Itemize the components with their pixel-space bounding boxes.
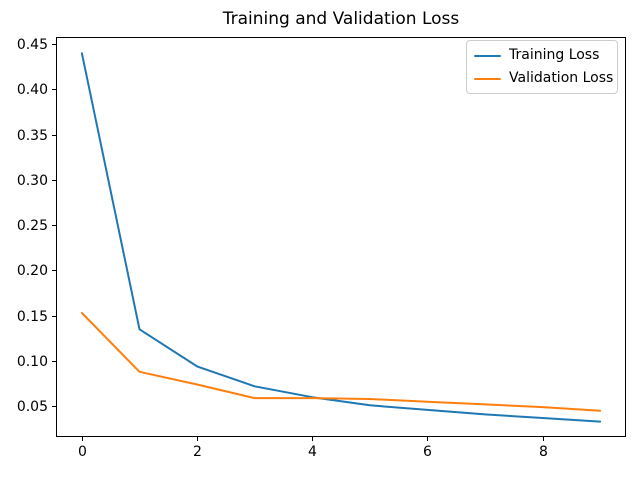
legend: Training Loss Validation Loss	[466, 40, 618, 94]
y-axis-tick-label: 0.35	[17, 128, 48, 144]
legend-item-training: Training Loss	[474, 47, 609, 64]
x-axis-tick-label: 8	[539, 444, 548, 460]
y-axis-tick-label: 0.20	[17, 263, 48, 279]
x-axis-tick-label: 2	[193, 444, 202, 460]
x-axis-tick-label: 4	[308, 444, 317, 460]
validation-loss-line-swatch	[474, 77, 501, 80]
chart-title: Training and Validation Loss	[222, 9, 460, 29]
y-axis-tick-label: 0.45	[17, 37, 48, 53]
legend-item-validation: Validation Loss	[474, 70, 613, 87]
y-axis-tick-label: 0.10	[17, 354, 48, 370]
legend-label-training: Training Loss	[509, 47, 600, 63]
y-axis-tick-label: 0.40	[17, 82, 48, 98]
y-axis-tick-label: 0.15	[17, 309, 48, 325]
y-axis-tick-label: 0.05	[17, 399, 48, 415]
series-line-validation-loss	[80, 312, 602, 412]
y-axis-tick-label: 0.30	[17, 173, 48, 189]
x-axis-tick-label: 0	[78, 444, 87, 460]
y-axis-tick-label: 0.25	[17, 218, 48, 234]
x-axis-tick-label: 6	[423, 444, 432, 460]
series-line-training-loss	[80, 52, 602, 423]
axes-box	[56, 37, 626, 437]
legend-label-validation: Validation Loss	[509, 70, 614, 86]
training-loss-line-swatch	[474, 54, 501, 57]
